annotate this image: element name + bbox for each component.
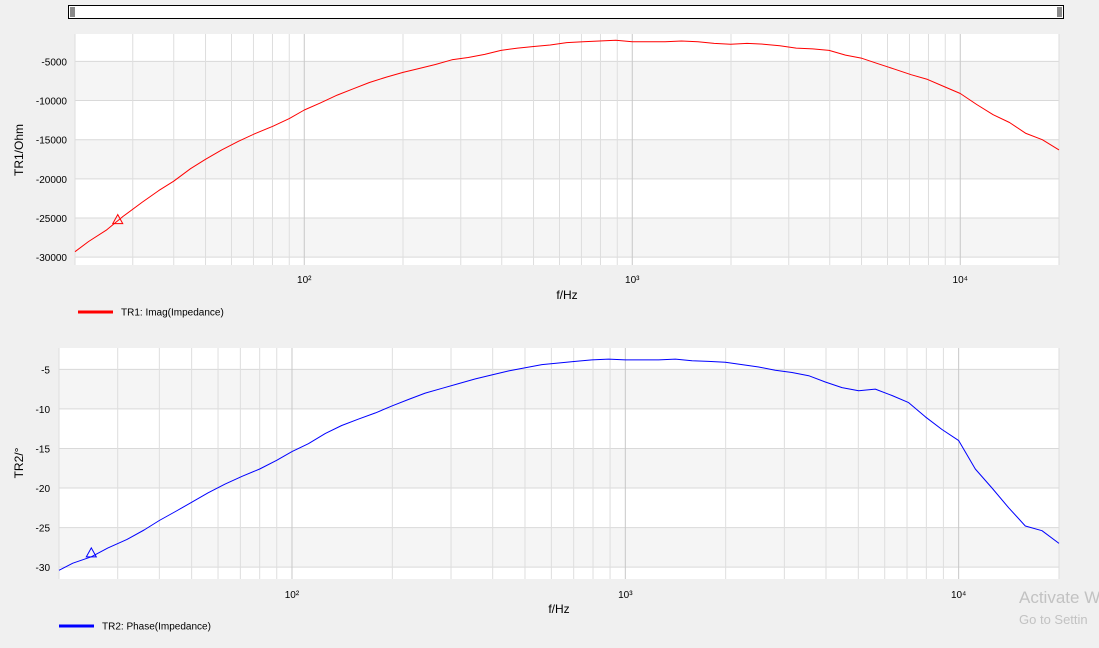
x-axis-label: f/Hz	[556, 288, 577, 302]
y-tick-label: -25	[36, 524, 51, 535]
y-tick-label: -15000	[36, 136, 68, 147]
grid-band	[59, 527, 1059, 568]
y-axis-label: TR1/Ohm	[12, 124, 26, 176]
x-tick-label: 10³	[618, 590, 633, 601]
watermark-line1: Activate W	[1019, 588, 1099, 607]
y-tick-label: -25000	[36, 214, 68, 225]
y-tick-label: -5	[41, 365, 50, 376]
y-tick-label: -5000	[41, 57, 67, 68]
grid-band	[59, 448, 1059, 489]
series-line	[58, 358, 1060, 571]
scrollbar-left-grip[interactable]	[70, 7, 75, 17]
x-axis-label: f/Hz	[548, 602, 569, 616]
chart-1: -5000 -10000 -15000 -20000 -25000 -30000 10² 10…	[12, 34, 1060, 319]
activate-windows-watermark: Activate W Go to Settin	[1019, 589, 1099, 626]
y-tick-label: -20000	[36, 175, 68, 186]
y-tick-label: -20	[36, 484, 51, 495]
x-tick-label: 10⁴	[951, 590, 966, 601]
x-tick-label: 10²	[285, 590, 300, 601]
y-axis-label: TR2/°	[12, 447, 26, 478]
series-line	[74, 39, 1060, 253]
grid-band	[75, 218, 1059, 258]
grid-band	[59, 369, 1059, 409]
legend-label: TR1: Imag(Impedance)	[121, 308, 224, 319]
horizontal-scrollbar[interactable]	[68, 5, 1064, 19]
y-tick-label: -30	[36, 563, 51, 574]
watermark-line2: Go to Settin	[1019, 612, 1088, 627]
scrollbar-right-grip[interactable]	[1057, 7, 1062, 17]
x-tick-label: 10⁴	[953, 275, 968, 286]
y-tick-label: -15	[36, 444, 51, 455]
chart-2: -5 -10 -15 -20 -25 -30 10² 10³ 10⁴ f/Hz TR2/° TR2: …	[12, 348, 1060, 633]
x-tick-label: 10³	[625, 275, 640, 286]
y-tick-label: -30000	[36, 253, 68, 264]
cursor-marker	[111, 213, 124, 225]
legend-label: TR2: Phase(Impedance)	[102, 622, 211, 633]
grid-band	[75, 61, 1059, 101]
grid-band	[75, 139, 1059, 179]
y-tick-label: -10000	[36, 97, 68, 108]
y-tick-label: -10	[36, 405, 51, 416]
x-tick-label: 10²	[297, 275, 312, 286]
cursor-marker	[85, 546, 98, 558]
